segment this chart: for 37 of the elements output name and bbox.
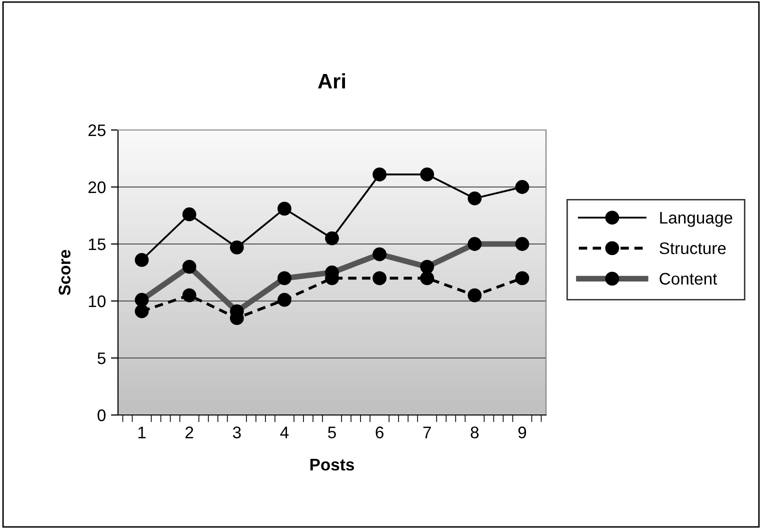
point (134, 304, 149, 318)
y-tick-label: 25 (88, 124, 106, 136)
point (230, 240, 244, 254)
legend-label: Language (660, 212, 732, 227)
point (325, 231, 339, 246)
point (468, 288, 482, 302)
y-tick-label: 5 (98, 352, 106, 364)
point (420, 168, 434, 182)
x-tick-label: 1 (138, 426, 146, 438)
point (278, 292, 292, 307)
legend-label: Content (660, 272, 718, 285)
x-tick-label: 3 (232, 426, 241, 438)
y-tick-label: 0 (98, 409, 106, 422)
point (420, 271, 434, 286)
y-tick-label: 15 (88, 238, 106, 250)
point (515, 271, 530, 286)
x-tick-label: 7 (423, 426, 431, 438)
y-tick-label: 20 (88, 181, 106, 194)
point (372, 271, 386, 286)
x-tick-label: 9 (518, 426, 526, 438)
point (515, 180, 530, 194)
point (182, 288, 196, 302)
x-tick-label: 5 (328, 426, 336, 438)
x-tick-label: 8 (470, 426, 479, 438)
x-tick-label: 2 (186, 426, 194, 438)
point (372, 168, 386, 182)
chart-title: Ari (318, 73, 345, 88)
point (134, 253, 149, 267)
x-tick-label: 6 (376, 426, 384, 438)
point (468, 191, 482, 206)
x-tick-label: 4 (280, 426, 289, 438)
point (278, 202, 292, 216)
y-tick-label: 10 (88, 295, 106, 308)
y-axis-title: Score (58, 250, 70, 296)
x-axis-title: Posts (310, 458, 354, 471)
point (182, 207, 196, 222)
legend-label: Structure (660, 242, 726, 254)
